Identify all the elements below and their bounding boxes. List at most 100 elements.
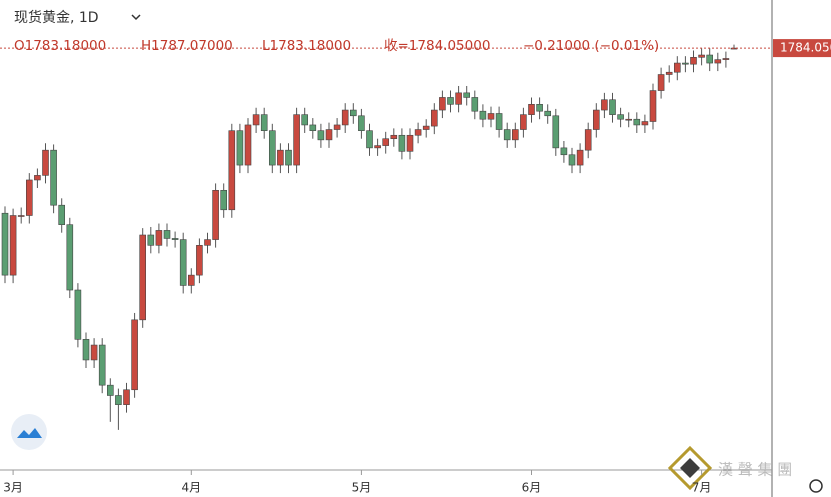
candle-body [74, 289, 82, 340]
candle-body [455, 92, 462, 105]
candle-body [698, 54, 705, 58]
candle-body [479, 110, 487, 120]
candle-body [390, 134, 398, 140]
candle-body [382, 138, 390, 146]
candle-body [196, 245, 203, 276]
candle-body [682, 62, 689, 65]
candle-body [285, 149, 292, 166]
candle-body [495, 113, 503, 130]
candle-body [155, 230, 163, 246]
candle-body [50, 149, 57, 206]
candle-body [649, 90, 657, 122]
candle-body [163, 230, 171, 239]
candle-body [601, 99, 608, 111]
candle-body [447, 97, 454, 105]
x-tick-label: 3月 [3, 481, 23, 495]
candle-body [657, 74, 665, 91]
candle-body [414, 129, 422, 136]
candle-body [706, 54, 714, 64]
candle-body [58, 204, 66, 225]
candle-body [131, 319, 138, 391]
candle-body [293, 114, 300, 166]
candle-body [179, 239, 187, 286]
candle-body [349, 109, 357, 117]
candle-body [301, 114, 309, 126]
candle-body [633, 118, 641, 126]
candle-body [406, 134, 414, 152]
candle-body [511, 129, 519, 141]
candle-body [333, 124, 341, 130]
candle-body [673, 62, 681, 73]
candle-body [107, 384, 114, 396]
candle-body [277, 149, 284, 166]
dropdown-icon[interactable] [131, 14, 141, 21]
candle-body [463, 92, 471, 98]
candle-body [503, 129, 511, 141]
candle-body [722, 58, 730, 60]
ohlc-high: H1787.07000 [141, 38, 233, 54]
candle-body [592, 109, 600, 130]
candle-body [268, 130, 276, 166]
watermark-logo [667, 445, 713, 491]
candle-body [520, 114, 527, 130]
candle-body [115, 395, 122, 405]
candle-body [471, 97, 479, 112]
candle-body [430, 109, 438, 127]
x-tick-label: 6月 [522, 481, 542, 495]
candle-body [560, 147, 568, 156]
candle-body [42, 149, 49, 176]
candle-body [228, 130, 236, 211]
candle-body [641, 121, 649, 126]
ohlc-close: 收=1784.05000 [384, 38, 490, 54]
candle-body [34, 175, 41, 181]
candle-body [552, 115, 560, 149]
chart-title: 现货黄金, 1D [14, 9, 99, 26]
candle-body [90, 344, 98, 361]
settings-icon[interactable] [809, 479, 823, 493]
candle-body [17, 215, 25, 217]
candle-body [536, 104, 543, 112]
candle-body [422, 125, 430, 130]
candle-body [252, 114, 260, 126]
plot [1, 44, 738, 430]
candle-body [98, 344, 106, 386]
candle-body [358, 115, 365, 131]
candle-body [82, 339, 90, 361]
ohlc-change: −0.21000 (−0.01%) [523, 38, 659, 54]
watermark: 漢 聲 集 團 [718, 461, 792, 479]
candle-body [25, 179, 33, 216]
candle-body [665, 71, 673, 75]
candle-body [188, 274, 195, 286]
candle-body [317, 130, 325, 141]
candle-body [625, 118, 633, 121]
candle-body [398, 134, 406, 152]
candle-body [714, 59, 722, 64]
candle-body [568, 154, 576, 166]
candle-body [439, 97, 446, 111]
x-tick-label: 5月 [352, 481, 372, 495]
x-tick-label: 7月 [692, 481, 712, 495]
candle-body [9, 215, 17, 276]
candle-body [528, 104, 535, 115]
last-price-label: 1784.050 [780, 41, 831, 55]
candle-body [171, 238, 179, 240]
logo[interactable] [11, 414, 47, 450]
candle-body [220, 189, 227, 211]
candle-body [576, 149, 584, 166]
candle-body [366, 130, 373, 149]
candle-body [204, 239, 211, 246]
candle-body [1, 212, 9, 276]
candle-body [66, 224, 74, 291]
last-price-box [773, 39, 831, 58]
candle-body [244, 124, 252, 166]
ohlc-open: O1783.18000 [14, 38, 106, 54]
candle-body [212, 189, 219, 240]
candle-body [690, 57, 697, 65]
candle-body [617, 114, 624, 120]
candle-body [584, 129, 592, 151]
candle-body [341, 109, 349, 126]
x-tick-label: 4月 [181, 481, 201, 495]
candle-body [236, 130, 244, 166]
candle-body [123, 389, 130, 405]
